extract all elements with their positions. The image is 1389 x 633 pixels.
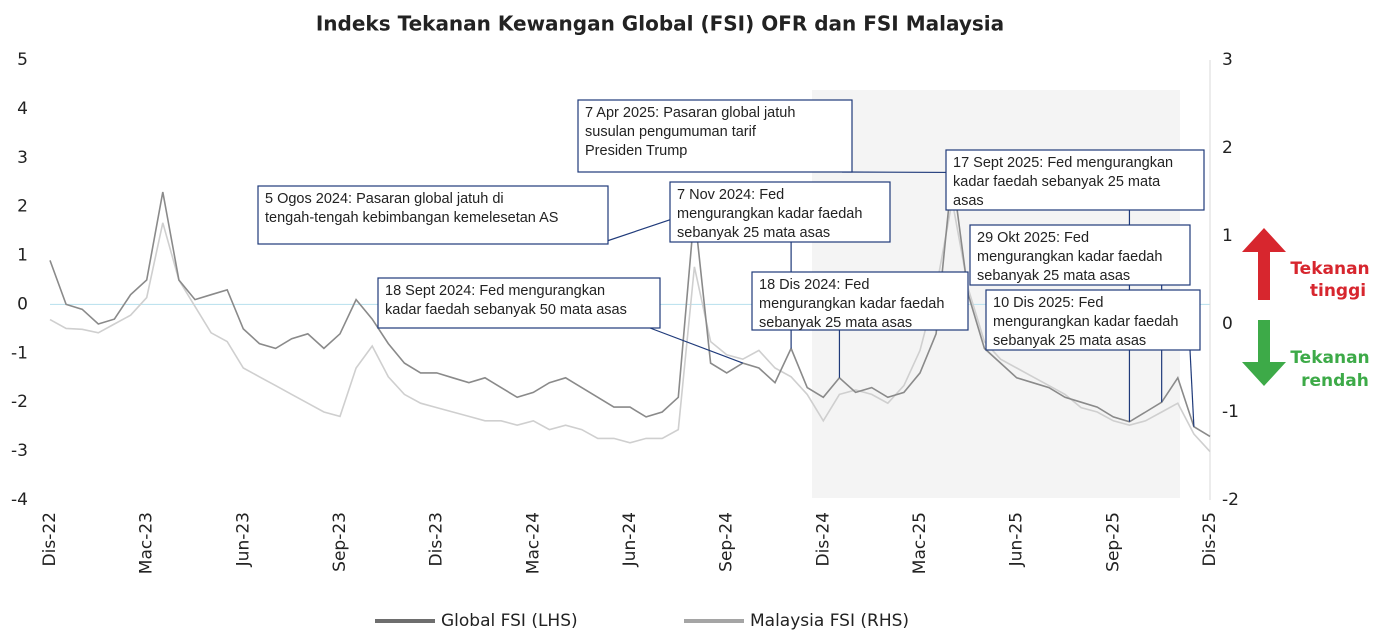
annotation-text: 29 Okt 2025: Fed <box>977 230 1089 246</box>
annotation-box <box>945 149 1205 211</box>
legend-label: Global FSI (LHS) <box>441 611 578 631</box>
y2-tick-label: -1 <box>1222 402 1239 422</box>
annotation-text: mengurangkan kadar faedah <box>759 296 944 312</box>
y-tick-label: 1 <box>17 246 28 266</box>
x-tick-label: Mac-23 <box>137 512 157 574</box>
x-tick-label: Dis-23 <box>427 512 447 566</box>
y-tick-label: 5 <box>17 50 28 70</box>
annotation-text: kadar faedah sebanyak 50 mata asas <box>385 302 627 318</box>
annotation-text: susulan pengumuman tarif <box>585 124 757 140</box>
annotation-text: Presiden Trump <box>585 143 687 159</box>
leader-line <box>1189 349 1195 427</box>
annotation-text: mengurangkan kadar faedah <box>677 206 862 222</box>
annotation-text: 7 Apr 2025: Pasaran global jatuh <box>585 105 795 121</box>
annotation-text: tengah-tengah kebimbangan kemelesetan AS <box>265 210 558 226</box>
chart-title: Indeks Tekanan Kewangan Global (FSI) OFR… <box>316 12 1004 36</box>
annotation-box <box>969 224 1191 286</box>
annotation-text: asas <box>953 193 984 209</box>
low-label: Tekanan <box>1290 348 1369 368</box>
y-tick-label: 4 <box>17 99 28 119</box>
y2-tick-label: 0 <box>1222 314 1233 334</box>
y-tick-label: 2 <box>17 197 28 217</box>
annotation-text: mengurangkan kadar faedah <box>993 314 1178 330</box>
x-tick-label: Mac-25 <box>910 512 930 574</box>
y2-tick-label: -2 <box>1222 490 1239 510</box>
y2-tick-label: 1 <box>1222 226 1233 246</box>
annotation-text: 10 Dis 2025: Fed <box>993 295 1103 311</box>
y-tick-label: -1 <box>11 343 28 363</box>
annotation-box <box>257 185 609 245</box>
x-tick-label: Dis-22 <box>40 512 60 566</box>
annotation-text: sebanyak 25 mata asas <box>977 268 1130 284</box>
y2-tick-label: 3 <box>1222 50 1233 70</box>
y-tick-label: -2 <box>11 392 28 412</box>
annotation-text: mengurangkan kadar faedah <box>977 249 1162 265</box>
annotation-text: 18 Dis 2024: Fed <box>759 277 869 293</box>
high-label: Tekanan <box>1290 259 1369 279</box>
annotation-box <box>751 271 969 331</box>
y-tick-label: -3 <box>11 441 28 461</box>
annotation-text: sebanyak 25 mata asas <box>993 333 1146 349</box>
annotation-text: 17 Sept 2025: Fed mengurangkan <box>953 155 1173 171</box>
y2-tick-label: 2 <box>1222 138 1233 158</box>
annotation-text: sebanyak 25 mata asas <box>759 315 912 331</box>
x-tick-label: Sep-24 <box>717 512 737 572</box>
legend-label: Malaysia FSI (RHS) <box>750 611 909 631</box>
x-tick-label: Sep-25 <box>1103 512 1123 572</box>
x-tick-label: Dis-25 <box>1200 512 1220 566</box>
high-label: tinggi <box>1310 281 1366 301</box>
x-tick-label: Dis-24 <box>813 512 833 566</box>
down-arrow <box>1242 320 1286 386</box>
annotation-text: sebanyak 25 mata asas <box>677 225 830 241</box>
annotation-text: 18 Sept 2024: Fed mengurangkan <box>385 283 605 299</box>
annotation-text: 7 Nov 2024: Fed <box>677 187 784 203</box>
y-tick-label: 3 <box>17 148 28 168</box>
x-tick-label: Mac-24 <box>523 512 543 574</box>
low-label: rendah <box>1301 371 1369 391</box>
leader-line <box>649 327 743 364</box>
annotation-box <box>377 277 661 329</box>
y-tick-label: -4 <box>11 490 28 510</box>
annotation-text: kadar faedah sebanyak 25 mata <box>953 174 1161 190</box>
up-arrow <box>1242 228 1286 300</box>
annotation-box <box>985 289 1201 351</box>
annotation-text: 5 Ogos 2024: Pasaran global jatuh di <box>265 191 504 207</box>
x-tick-label: Sep-23 <box>330 512 350 572</box>
y-tick-label: 0 <box>17 294 28 314</box>
series-line <box>49 200 1211 453</box>
series-line <box>49 172 1211 438</box>
annotation-box <box>669 181 891 243</box>
x-tick-label: Jun-24 <box>620 512 640 567</box>
x-tick-label: Jun-25 <box>1007 512 1027 567</box>
x-tick-label: Jun-23 <box>233 512 253 567</box>
annotation-box <box>577 99 853 173</box>
